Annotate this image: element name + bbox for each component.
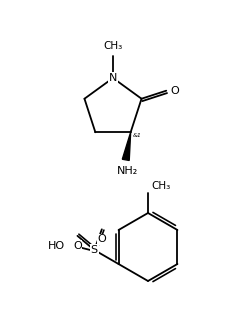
Text: CH₃: CH₃ <box>151 181 170 191</box>
Text: CH₃: CH₃ <box>103 41 123 51</box>
Polygon shape <box>122 132 131 161</box>
Text: O: O <box>170 86 179 96</box>
Text: &1: &1 <box>133 133 141 138</box>
Text: NH₂: NH₂ <box>117 166 138 176</box>
Text: S: S <box>91 245 98 255</box>
Text: O: O <box>73 241 82 251</box>
Text: HO: HO <box>48 241 65 251</box>
Text: N: N <box>109 73 117 83</box>
Text: O: O <box>97 234 106 244</box>
